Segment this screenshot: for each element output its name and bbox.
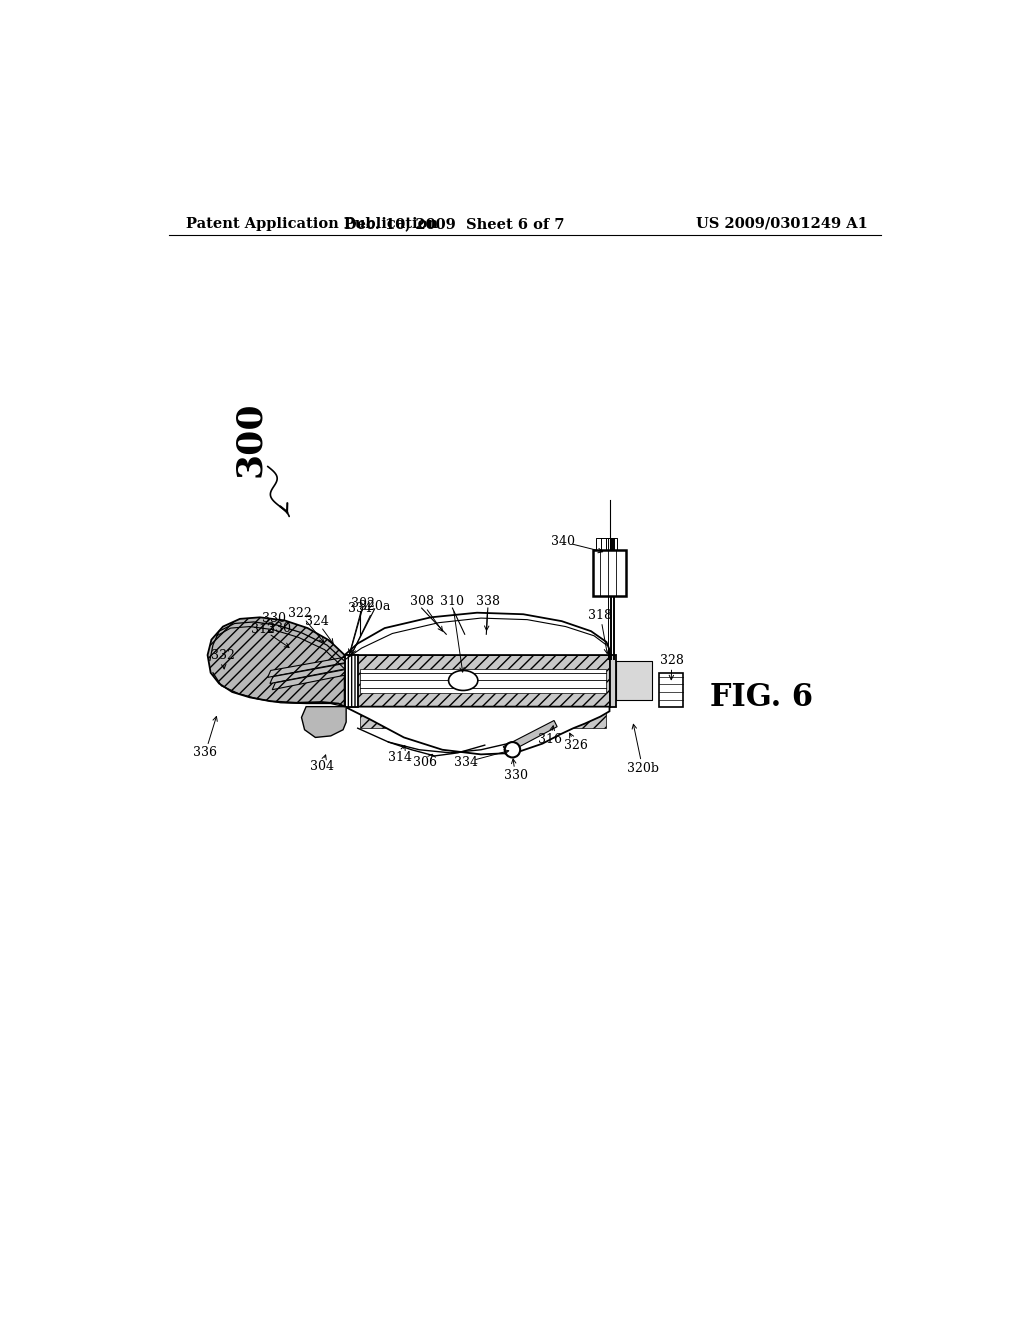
Polygon shape <box>270 661 357 684</box>
Polygon shape <box>345 612 609 655</box>
Text: 310: 310 <box>440 595 465 609</box>
Polygon shape <box>267 655 357 677</box>
Polygon shape <box>208 618 345 706</box>
Text: 318: 318 <box>588 609 612 622</box>
Polygon shape <box>272 668 357 689</box>
Polygon shape <box>609 655 615 706</box>
Text: Dec. 10, 2009  Sheet 6 of 7: Dec. 10, 2009 Sheet 6 of 7 <box>344 216 564 231</box>
Polygon shape <box>345 655 358 706</box>
Text: 334: 334 <box>348 602 372 615</box>
Text: FIG. 6: FIG. 6 <box>711 682 813 713</box>
Text: 306: 306 <box>414 756 437 770</box>
Polygon shape <box>503 721 557 752</box>
Text: 332: 332 <box>211 649 234 663</box>
Text: 328: 328 <box>659 653 684 667</box>
Polygon shape <box>360 706 605 729</box>
Text: 324: 324 <box>305 615 329 628</box>
Text: US 2009/0301249 A1: US 2009/0301249 A1 <box>696 216 868 231</box>
Polygon shape <box>345 655 609 706</box>
Text: 326: 326 <box>563 739 588 751</box>
Text: 320b: 320b <box>627 762 658 775</box>
Bar <box>658 673 683 706</box>
Text: 340: 340 <box>551 536 575 548</box>
Ellipse shape <box>505 742 520 758</box>
Text: 300: 300 <box>232 401 267 478</box>
Text: 316: 316 <box>539 733 562 746</box>
Text: 336: 336 <box>194 746 217 759</box>
Text: 334: 334 <box>455 755 478 768</box>
Bar <box>593 549 627 595</box>
Text: 302: 302 <box>351 597 375 610</box>
Text: 312: 312 <box>251 623 274 636</box>
Text: 314: 314 <box>388 751 412 764</box>
Ellipse shape <box>449 671 478 690</box>
Text: 330: 330 <box>262 612 286 626</box>
Text: 330: 330 <box>267 622 291 635</box>
Text: 322: 322 <box>288 607 312 620</box>
Text: 338: 338 <box>476 595 500 609</box>
Text: 304: 304 <box>309 760 334 774</box>
Text: 320a: 320a <box>359 601 390 612</box>
Polygon shape <box>345 706 609 755</box>
Text: 330: 330 <box>504 770 527 783</box>
Polygon shape <box>301 706 346 738</box>
Text: 308: 308 <box>410 595 433 609</box>
Text: Patent Application Publication: Patent Application Publication <box>186 216 438 231</box>
Polygon shape <box>360 669 605 693</box>
